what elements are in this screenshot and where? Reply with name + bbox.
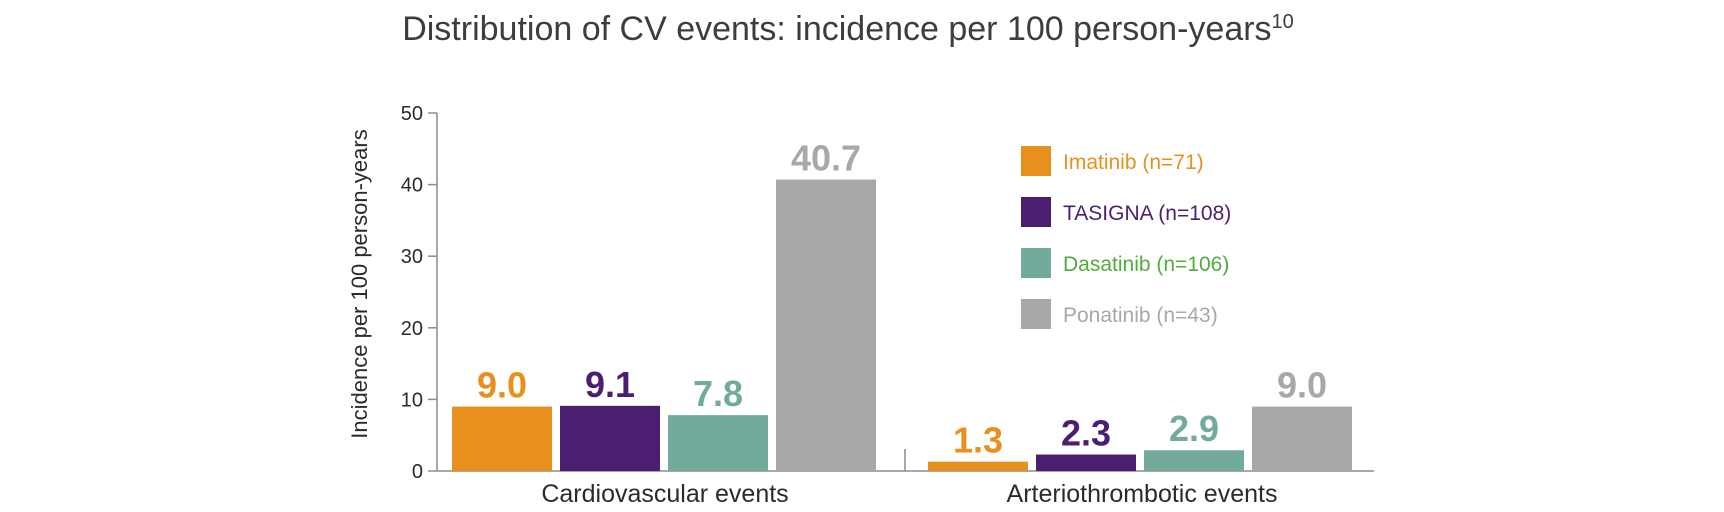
bar bbox=[776, 179, 876, 471]
y-ticks: 0 10 20 30 40 50 bbox=[401, 103, 437, 483]
bars bbox=[452, 179, 1352, 471]
value-labels: 9.0 9.1 7.8 40.7 1.3 2.3 2.9 9.0 bbox=[477, 138, 1327, 461]
chart-title-superscript: 10 bbox=[1272, 11, 1294, 33]
chart-title: Distribution of CV events: incidence per… bbox=[402, 10, 1294, 48]
bar-value-label: 2.9 bbox=[1169, 408, 1219, 449]
category-label: Cardiovascular events bbox=[541, 480, 788, 508]
y-tick-label: 30 bbox=[401, 246, 423, 268]
bar bbox=[560, 405, 660, 471]
y-tick-label: 40 bbox=[401, 175, 423, 197]
legend-label: TASIGNA (n=108) bbox=[1063, 202, 1231, 225]
legend-label: Ponatinib (n=43) bbox=[1063, 304, 1218, 327]
bar bbox=[452, 406, 552, 471]
category-labels: Cardiovascular events Arteriothrombotic e… bbox=[541, 480, 1277, 508]
category-label: Arteriothrombotic events bbox=[1007, 480, 1278, 508]
bar-value-label: 1.3 bbox=[953, 420, 1003, 461]
bar bbox=[928, 461, 1028, 471]
legend-swatch bbox=[1021, 197, 1051, 227]
bar-value-label: 7.8 bbox=[693, 373, 743, 414]
chart-title-main: Distribution of CV events: incidence per… bbox=[402, 10, 1271, 48]
bar bbox=[1036, 454, 1136, 471]
bar bbox=[1144, 450, 1244, 471]
legend-swatch bbox=[1021, 299, 1051, 329]
bar-value-label: 9.0 bbox=[477, 365, 527, 406]
legend-swatch bbox=[1021, 146, 1051, 176]
legend: Imatinib (n=71) TASIGNA (n=108) Dasatinib … bbox=[1021, 146, 1231, 329]
bar bbox=[1252, 406, 1352, 471]
y-tick-label: 10 bbox=[401, 389, 423, 411]
bar-value-label: 40.7 bbox=[791, 138, 861, 179]
legend-swatch bbox=[1021, 248, 1051, 278]
y-tick-label: 20 bbox=[401, 318, 423, 340]
bar-value-label: 9.0 bbox=[1277, 365, 1327, 406]
y-axis-label: Incidence per 100 person-years bbox=[347, 129, 372, 438]
y-tick-label: 50 bbox=[401, 103, 423, 125]
bar-value-label: 2.3 bbox=[1061, 413, 1111, 454]
y-tick-label: 0 bbox=[412, 461, 423, 483]
legend-label: Dasatinib (n=106) bbox=[1063, 253, 1229, 276]
bar bbox=[668, 415, 768, 471]
legend-label: Imatinib (n=71) bbox=[1063, 151, 1204, 174]
bar-value-label: 9.1 bbox=[585, 364, 635, 405]
